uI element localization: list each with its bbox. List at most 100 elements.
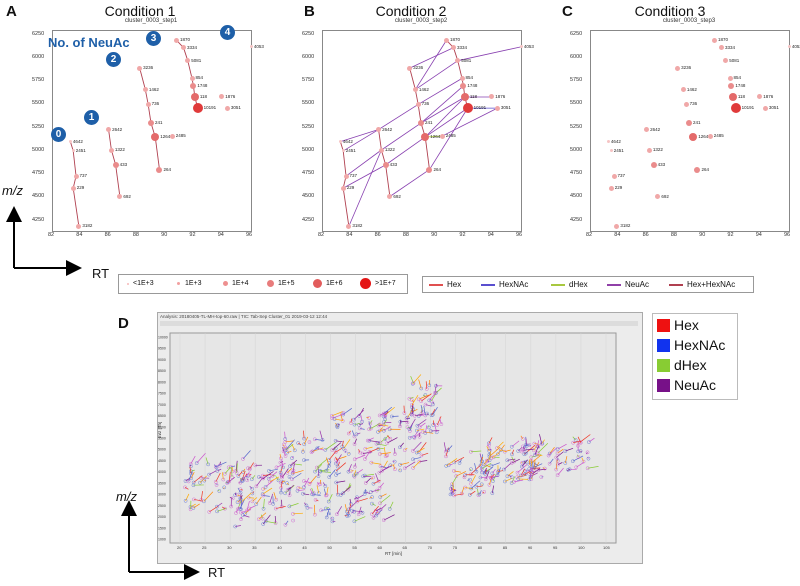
panel-d-node — [183, 485, 187, 490]
data-point — [378, 147, 384, 153]
panel-d-node — [448, 486, 453, 491]
panel-d-node — [215, 469, 220, 473]
panel-d-node — [555, 473, 560, 477]
connection-line — [147, 104, 152, 124]
panel-d-node — [334, 469, 338, 473]
panel-d-node — [207, 472, 211, 477]
panel-d-edge — [424, 425, 428, 433]
x-tick-label: 96 — [784, 232, 791, 238]
panel-d-edge — [496, 441, 504, 449]
panel-d-toolbar[interactable] — [160, 321, 638, 326]
panel-d-node — [281, 449, 286, 454]
panel-d-node — [412, 414, 417, 418]
panel-d-node — [267, 480, 272, 484]
panel-d-node — [554, 467, 559, 472]
panel-d-node — [487, 454, 492, 459]
panel-d-node — [478, 475, 483, 480]
panel-d-edge — [280, 480, 283, 488]
panel-d-node — [285, 471, 290, 475]
panel-d-node — [213, 480, 218, 484]
panel-d-edge — [312, 447, 324, 452]
panel-d-node — [360, 419, 364, 424]
connection-line — [381, 122, 422, 151]
panel-d-y-tick: 10000 — [158, 336, 168, 340]
panel-d-edge — [566, 468, 570, 472]
panel-d-edge — [417, 419, 427, 427]
panel-d-node — [336, 492, 340, 497]
connection-line — [457, 46, 522, 62]
panel-d-edge — [352, 430, 355, 437]
neuac-marker-1: 1 — [84, 110, 99, 125]
panel-d-node — [483, 472, 487, 476]
panel-d-node — [434, 391, 438, 395]
data-point — [68, 140, 72, 144]
y-tick-label: 6250 — [570, 30, 583, 37]
panel-d-node — [307, 440, 312, 444]
x-tick-label: 86 — [374, 232, 381, 238]
panel-d-edge — [404, 461, 416, 469]
panel-d-edge — [507, 458, 516, 461]
panel-d-node — [382, 428, 386, 433]
bottom-x-axis-label: RT — [208, 565, 226, 580]
data-point — [439, 133, 445, 139]
panel-d-edge — [273, 492, 277, 500]
panel-d-edge — [485, 464, 491, 468]
panel-d-node — [230, 475, 234, 479]
panel-d-node — [336, 459, 340, 464]
panel-d-x-tick: 95 — [553, 545, 558, 550]
connection-line — [409, 68, 416, 90]
panel-d-node — [490, 475, 494, 480]
x-tick-label: 92 — [459, 232, 466, 238]
panel-d-edge — [549, 458, 554, 464]
panel-d-node — [371, 481, 376, 486]
panel-d-edge — [335, 472, 342, 476]
panel-d-edge — [371, 503, 376, 506]
panel-d-edge — [356, 432, 361, 435]
panel-d-node — [324, 515, 329, 520]
panel-d-node — [487, 483, 492, 487]
data-point-label: 737 — [617, 173, 626, 179]
panel-d-edge — [330, 517, 333, 519]
panel-d-node — [340, 444, 345, 449]
panel-d-edge — [500, 449, 507, 452]
panel-d-x-tick: 90 — [528, 545, 533, 550]
connection-line — [385, 136, 426, 166]
panel-d-node — [324, 493, 328, 498]
panel-d-node — [285, 450, 289, 455]
data-point — [606, 140, 610, 144]
panel-d-edge — [467, 479, 471, 481]
panel-d-edge — [360, 415, 363, 422]
panel-d-y-tick: 4500 — [158, 459, 166, 463]
panel-d-edge — [190, 472, 195, 479]
panel-d-node — [283, 437, 288, 441]
panel-d-node — [207, 510, 212, 514]
panel-d-edge — [303, 480, 313, 484]
panel-d-node — [330, 519, 335, 524]
panel-d-edge — [348, 452, 350, 455]
panel-d-node — [581, 459, 586, 464]
panel-d-node — [398, 462, 402, 467]
panel-d-node — [468, 492, 472, 497]
panel-d-node — [283, 454, 288, 458]
panel-d-edge — [375, 508, 382, 512]
panel-d-node — [574, 465, 578, 470]
connection-line — [385, 164, 391, 197]
panel-d-edge — [337, 462, 340, 467]
x-tick-label: 88 — [132, 232, 139, 238]
panel-d-node — [469, 449, 473, 454]
panel-d-node — [439, 422, 444, 426]
connection-line — [340, 129, 379, 143]
panel-d-node — [417, 459, 422, 464]
panel-d-node — [198, 480, 202, 485]
legend-label-hexnac: HexNAc — [499, 280, 529, 289]
panel-d-edge — [379, 482, 385, 489]
panel-d-edge — [392, 460, 395, 462]
panel-d-node — [369, 490, 373, 494]
panel-d-edge — [215, 461, 227, 468]
y-tick-label: 5750 — [302, 77, 315, 84]
panel-d-edge — [244, 508, 251, 514]
panel-d-node — [189, 476, 193, 481]
panel-d-node — [343, 448, 348, 453]
legend-line-hexnac — [481, 284, 495, 286]
